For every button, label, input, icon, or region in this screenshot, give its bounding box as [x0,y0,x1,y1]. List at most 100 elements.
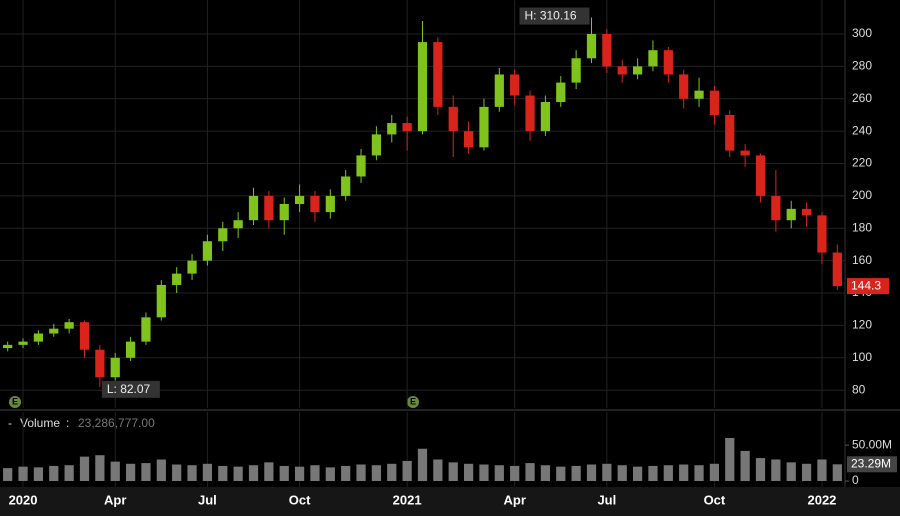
candle-body [617,66,627,75]
volume-last-box [847,456,897,473]
volume-bar [248,465,259,481]
candle-body [325,195,335,213]
last-price-box [847,278,889,295]
y-tick-label: 240 [852,123,872,137]
volume-bar [33,467,44,481]
candle-body [571,58,581,83]
volume-bar [525,463,535,481]
candle-body [218,228,228,242]
event-label: E [12,396,18,406]
y-tick-label: 220 [852,156,872,170]
volume-bar [663,465,673,481]
x-tick-label: Apr [104,492,126,507]
candle-body [525,95,535,132]
volume-bar [49,465,59,481]
candle-body [540,102,551,132]
candle-body [141,317,151,342]
volume-bar [95,455,105,481]
candle-body [694,90,704,99]
candle-body [817,215,827,253]
volume-bar [817,459,827,481]
volume-bar [141,463,151,481]
volume-bar [356,464,366,481]
candle-body [387,123,397,135]
volume-bar [187,465,197,481]
volume-bar [786,462,796,481]
volume-tick-label: 0 [852,473,859,487]
candle-body [510,74,520,96]
candle-body [3,344,13,349]
volume-bar [310,465,320,481]
volume-bar [556,466,566,481]
candle-body [341,176,351,196]
candle-body [310,195,320,213]
candle-body [709,90,720,115]
volume-bar [755,458,766,481]
event-marker [9,396,21,408]
candle-body [279,204,289,221]
volume-bar [679,464,689,481]
candle-body [786,208,796,221]
candle-body [417,42,428,132]
candle-body [556,82,566,102]
candle-body [294,195,305,204]
volume-bar [771,459,781,481]
candle-body [33,333,44,342]
candle-body [463,131,474,148]
volume-bar [279,465,289,481]
x-axis-band [0,487,900,516]
candle-body [771,195,781,221]
volume-bar [479,464,489,481]
y-tick-label: 180 [852,220,872,234]
volume-bar [617,465,627,481]
candle-body [448,106,458,132]
candle-body [740,150,750,156]
candle-body [371,134,382,156]
candle-body [632,66,643,75]
x-tick-label: 2022 [807,492,836,507]
volume-bar [540,465,551,481]
volume-bar [510,465,520,481]
volume-bar [402,460,412,481]
candle-body [725,114,735,151]
candle-body [586,34,597,59]
high-label-box [519,7,590,25]
volume-tick-label: 50.00M [852,437,892,451]
candle-body [187,260,197,274]
volume-bar [125,463,136,481]
candle-body [494,74,504,107]
candle-body [172,273,182,285]
volume-bar [156,459,166,481]
candle-body [156,284,166,318]
volume-colon: : [66,416,69,430]
x-tick-label: Apr [503,492,525,507]
y-tick-label: 80 [852,382,866,396]
candle-body [110,357,120,378]
low-label-box [101,380,160,398]
volume-bar [417,448,428,481]
candle-body [602,34,612,67]
volume-bar [433,459,443,481]
low-label: L: 82.07 [107,382,151,396]
y-tick-label: 100 [852,350,872,364]
candle-body [402,123,412,132]
volume-bar [740,450,750,481]
volume-bar [325,467,335,481]
event-label: E [410,396,416,406]
y-tick-label: 200 [852,188,872,202]
high-label: H: 310.16 [525,9,577,23]
volume-title: Volume [20,416,60,430]
candle-body [648,50,658,67]
x-tick-label: Oct [704,492,726,507]
candle-body [356,155,366,177]
volume-bar [463,463,474,481]
volume-bar [648,465,658,481]
volume-bar [371,465,382,481]
candle-body [64,322,74,329]
volume-bar [709,463,720,481]
volume-bar [725,438,735,481]
volume-bar [3,468,13,481]
candle-body [248,195,259,221]
volume-bar [586,464,597,481]
